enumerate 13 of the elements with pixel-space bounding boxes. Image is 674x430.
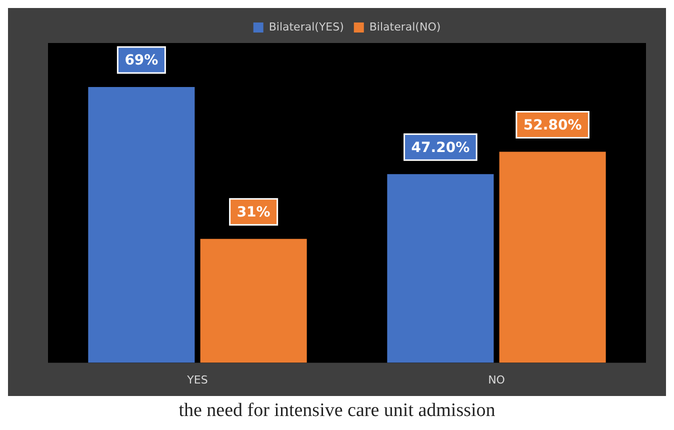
legend-label: Bilateral(YES) [268,20,344,34]
data-label: 47.20% [411,140,470,156]
data-label: 31% [236,204,270,221]
bar [499,152,606,363]
bar [387,174,494,363]
data-label: 69% [124,52,158,69]
x-axis-title: the need for intensive care unit admission [178,400,496,422]
data-label: 52.80% [523,117,582,134]
bar [88,86,195,363]
bar [200,238,307,363]
x-tick-label: YES [186,373,208,386]
x-tick-label: NO [488,373,506,386]
legend-label: Bilateral(NO) [369,20,441,34]
